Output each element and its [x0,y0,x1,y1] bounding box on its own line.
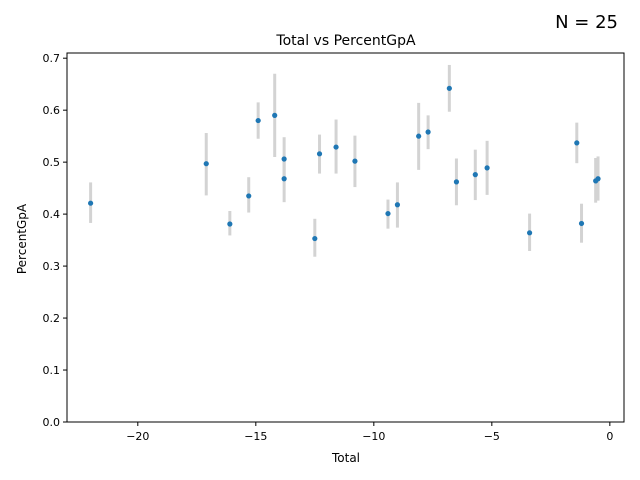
data-point [484,165,490,171]
y-tick-label: 0.5 [43,156,61,169]
y-axis-label: PercentGpA [15,203,29,274]
y-tick-label: 0.1 [43,364,61,377]
data-point [272,112,278,118]
data-point [574,140,580,146]
data-point [203,161,209,167]
x-tick-label: −10 [362,430,385,443]
y-tick-label: 0.6 [43,104,61,117]
axes: −20 −15 −10 −5 0 0.0 0.1 0.2 0.3 0.4 0.5 0.6 0.7 [43,52,625,443]
x-tick-label: 0 [606,430,613,443]
data-point [453,179,460,185]
data-point [425,129,431,135]
data-point [385,210,391,217]
data-point [595,176,601,182]
data-point [416,133,422,139]
y-tick-label: 0.2 [43,312,61,325]
data-point [472,172,478,178]
data-point [255,117,261,124]
data-point [316,151,323,157]
plot-area [88,64,601,257]
data-point [352,158,358,164]
sample-size-annotation: N = 25 [555,12,618,33]
data-point [394,202,401,208]
data-point [578,220,585,227]
data-point [333,144,339,150]
data-point [526,230,533,236]
x-axis-label: Total [331,451,360,465]
y-tick-label: 0.0 [43,416,61,429]
data-point [446,85,452,91]
data-point [281,156,287,162]
data-point [227,221,233,227]
data-point [88,200,94,206]
x-tick-label: −5 [484,430,500,443]
x-tick-label: −20 [126,430,149,443]
plot-frame [66,52,625,423]
data-point [281,176,287,182]
y-tick-label: 0.4 [43,208,61,221]
data-point [312,235,318,242]
data-point [246,193,252,199]
chart-title: Total vs PercentGpA [275,33,416,49]
x-tick-label: −15 [244,430,267,443]
y-tick-label: 0.7 [43,52,61,65]
y-tick-label: 0.3 [43,260,61,273]
